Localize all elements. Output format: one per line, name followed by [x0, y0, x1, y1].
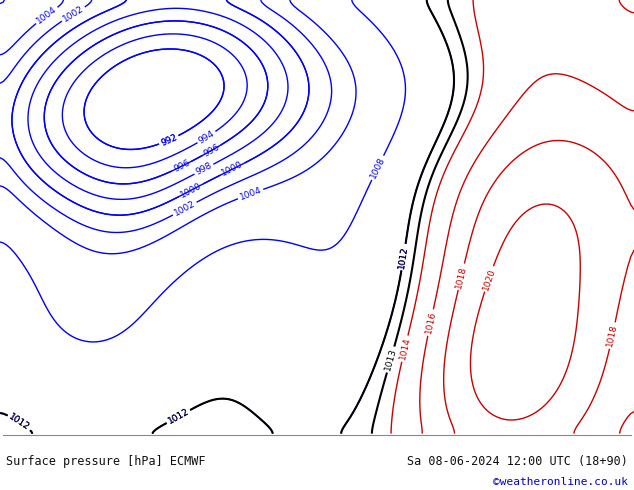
- Text: 1014: 1014: [398, 337, 412, 361]
- Text: 1012: 1012: [166, 407, 191, 426]
- Text: ©weatheronline.co.uk: ©weatheronline.co.uk: [493, 477, 628, 487]
- Text: 1012: 1012: [7, 413, 31, 433]
- Text: 992: 992: [159, 133, 179, 147]
- Text: 1018: 1018: [605, 323, 619, 348]
- Text: 996: 996: [202, 142, 221, 159]
- Text: 1012: 1012: [398, 245, 410, 269]
- Text: 1000: 1000: [220, 160, 245, 178]
- Text: 1020: 1020: [481, 267, 497, 291]
- Text: 1018: 1018: [455, 265, 469, 289]
- Text: Surface pressure [hPa] ECMWF: Surface pressure [hPa] ECMWF: [6, 455, 206, 468]
- Text: 1012: 1012: [398, 245, 410, 269]
- Text: 1013: 1013: [383, 347, 398, 372]
- Text: 1012: 1012: [7, 413, 31, 433]
- Text: 994: 994: [197, 129, 216, 146]
- Text: 1002: 1002: [61, 4, 86, 24]
- Text: 996: 996: [172, 158, 191, 174]
- Text: 1016: 1016: [424, 310, 437, 335]
- Text: 992: 992: [159, 133, 179, 147]
- Text: 1012: 1012: [166, 407, 191, 426]
- Text: 1002: 1002: [172, 199, 197, 218]
- Text: 1000: 1000: [179, 181, 204, 199]
- Text: 1004: 1004: [35, 5, 58, 25]
- Text: 998: 998: [194, 161, 214, 177]
- Text: Sa 08-06-2024 12:00 UTC (18+90): Sa 08-06-2024 12:00 UTC (18+90): [407, 455, 628, 468]
- Text: 1004: 1004: [238, 186, 263, 202]
- Text: 1008: 1008: [368, 155, 387, 180]
